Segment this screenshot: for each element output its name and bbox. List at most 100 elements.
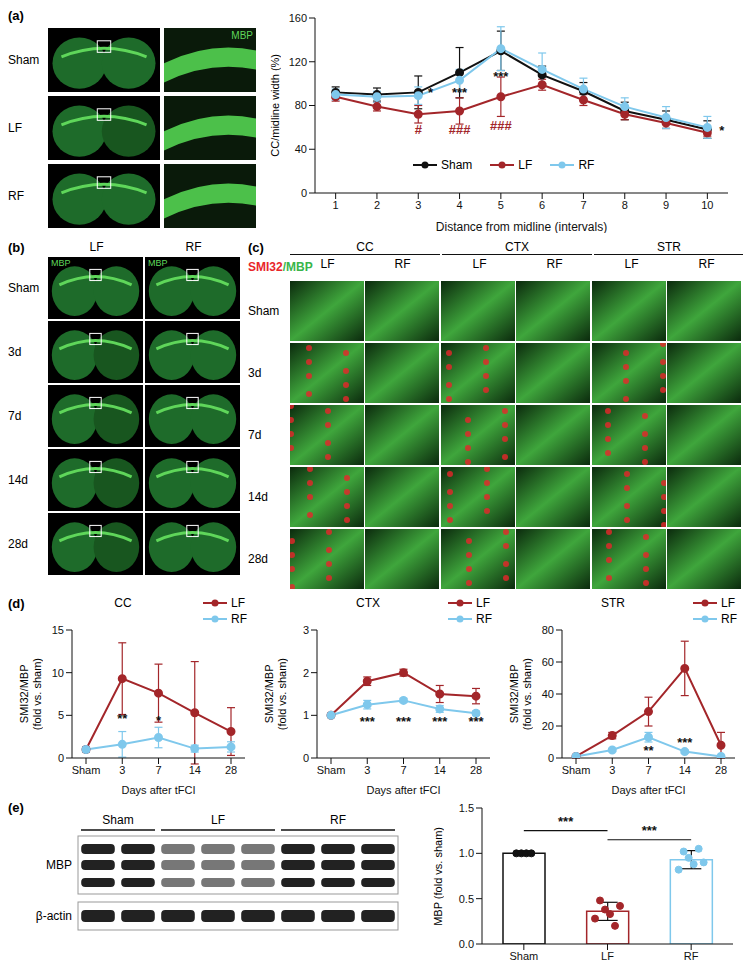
svg-text:###: ### bbox=[490, 118, 512, 133]
svg-text:1: 1 bbox=[333, 199, 339, 211]
svg-text:LF: LF bbox=[601, 950, 614, 962]
svg-text:Sham: Sham bbox=[317, 764, 346, 776]
html-text:LF: LF bbox=[320, 257, 335, 271]
html-text:RF: RF bbox=[394, 257, 411, 271]
svg-text:1: 1 bbox=[303, 709, 309, 721]
svg-text:***: *** bbox=[468, 714, 484, 729]
svg-text:40: 40 bbox=[542, 688, 554, 700]
svg-text:Days after tFCI: Days after tFCI bbox=[367, 784, 441, 796]
html-text:3d: 3d bbox=[8, 345, 22, 359]
svg-text:0: 0 bbox=[303, 752, 309, 764]
svg-text:7: 7 bbox=[580, 199, 586, 211]
svg-text:10: 10 bbox=[701, 199, 713, 211]
svg-text:Days after tFCI: Days after tFCI bbox=[122, 784, 196, 796]
html-text:SMI32 /MBP: SMI32 /MBP bbox=[248, 260, 313, 274]
svg-text:28: 28 bbox=[470, 764, 482, 776]
html-text:(b): (b) bbox=[8, 240, 25, 255]
html-text:LF: LF bbox=[518, 158, 533, 172]
svg-text:RF: RF bbox=[330, 813, 346, 827]
svg-text:2: 2 bbox=[303, 667, 309, 679]
svg-text:15: 15 bbox=[52, 624, 64, 636]
svg-text:10: 10 bbox=[52, 667, 64, 679]
html-text:RF: RF bbox=[578, 158, 595, 172]
svg-text:28: 28 bbox=[715, 764, 727, 776]
html-text:RF: RF bbox=[8, 189, 24, 203]
svg-text:***: *** bbox=[432, 714, 448, 729]
svg-text:Sham: Sham bbox=[102, 813, 133, 827]
html-text:7d: 7d bbox=[8, 409, 22, 423]
svg-text:8: 8 bbox=[622, 199, 628, 211]
html-text:(c): (c) bbox=[248, 240, 264, 255]
svg-text:0: 0 bbox=[301, 187, 307, 199]
svg-text:3: 3 bbox=[609, 764, 615, 776]
svg-text:*: * bbox=[428, 85, 434, 100]
html-text:RF: RF bbox=[185, 240, 202, 254]
svg-text:160: 160 bbox=[289, 12, 307, 24]
html-text:28d: 28d bbox=[8, 537, 28, 551]
html-text:(e): (e) bbox=[8, 800, 24, 815]
svg-text:28: 28 bbox=[225, 764, 237, 776]
svg-text:3: 3 bbox=[415, 199, 421, 211]
svg-text:RF: RF bbox=[684, 950, 699, 962]
html-text:LF: LF bbox=[89, 240, 104, 254]
html-text:Sham: Sham bbox=[8, 281, 40, 295]
svg-text:0.0: 0.0 bbox=[459, 938, 474, 950]
svg-text:120: 120 bbox=[289, 56, 307, 68]
svg-text:4: 4 bbox=[456, 199, 462, 211]
svg-text:3: 3 bbox=[364, 764, 370, 776]
svg-text:0: 0 bbox=[58, 752, 64, 764]
svg-text:0.5: 0.5 bbox=[459, 893, 474, 905]
svg-text:***: *** bbox=[677, 735, 693, 750]
svg-text:60: 60 bbox=[542, 656, 554, 668]
html-text:(a): (a) bbox=[8, 8, 24, 23]
svg-text:***: *** bbox=[493, 69, 509, 84]
svg-text:14: 14 bbox=[679, 764, 691, 776]
html-text:(d): (d) bbox=[8, 596, 25, 611]
svg-text:6: 6 bbox=[539, 199, 545, 211]
svg-text:80: 80 bbox=[542, 624, 554, 636]
html-text:14d: 14d bbox=[8, 473, 28, 487]
svg-text:5: 5 bbox=[58, 709, 64, 721]
svg-text:7: 7 bbox=[645, 764, 651, 776]
svg-text:3: 3 bbox=[303, 624, 309, 636]
svg-text:MBP: MBP bbox=[46, 858, 72, 872]
svg-text:*: * bbox=[719, 123, 725, 138]
svg-text:1.0: 1.0 bbox=[459, 847, 474, 859]
html-text:LF: LF bbox=[472, 257, 487, 271]
html-text:Sham: Sham bbox=[8, 53, 40, 67]
svg-text:2: 2 bbox=[374, 199, 380, 211]
html-text:LF: LF bbox=[8, 121, 22, 135]
html-text:CTX: CTX bbox=[505, 240, 529, 254]
svg-text:7: 7 bbox=[400, 764, 406, 776]
svg-text:Days after tFCI: Days after tFCI bbox=[612, 784, 686, 796]
svg-text:***: *** bbox=[558, 814, 574, 829]
svg-text:β-actin: β-actin bbox=[36, 909, 72, 923]
svg-text:9: 9 bbox=[663, 199, 669, 211]
svg-text:***: *** bbox=[452, 85, 468, 100]
svg-text:1.5: 1.5 bbox=[459, 802, 474, 814]
svg-text:*: * bbox=[156, 713, 162, 728]
svg-text:14: 14 bbox=[189, 764, 201, 776]
svg-text:Sham: Sham bbox=[72, 764, 101, 776]
svg-text:40: 40 bbox=[295, 143, 307, 155]
svg-text:***: *** bbox=[396, 714, 412, 729]
svg-text:###: ### bbox=[449, 122, 471, 137]
svg-text:Sham: Sham bbox=[562, 764, 591, 776]
svg-text:14: 14 bbox=[434, 764, 446, 776]
svg-text:**: ** bbox=[117, 711, 128, 726]
html-text:Sham: Sham bbox=[441, 158, 473, 172]
svg-text:LF: LF bbox=[211, 813, 225, 827]
svg-text:Sham: Sham bbox=[509, 950, 538, 962]
svg-text:**: ** bbox=[643, 743, 654, 758]
svg-text:***: *** bbox=[642, 823, 658, 838]
svg-text:7: 7 bbox=[155, 764, 161, 776]
svg-text:***: *** bbox=[360, 714, 376, 729]
svg-text:0: 0 bbox=[548, 752, 554, 764]
svg-text:Distance from midline (interva: Distance from midline (intervals) bbox=[436, 220, 607, 233]
svg-text:#: # bbox=[415, 122, 423, 137]
svg-text:3: 3 bbox=[119, 764, 125, 776]
html-text:CC: CC bbox=[356, 240, 374, 254]
svg-text:80: 80 bbox=[295, 99, 307, 111]
svg-text:5: 5 bbox=[498, 199, 504, 211]
svg-text:20: 20 bbox=[542, 720, 554, 732]
